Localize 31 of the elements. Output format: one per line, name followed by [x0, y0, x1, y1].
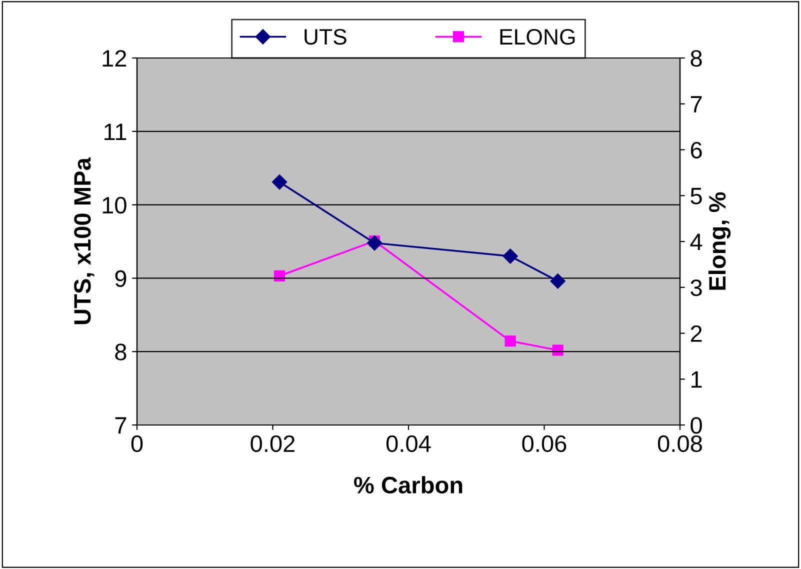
y2-tick-label: 5 — [690, 188, 702, 204]
y-tick-label: 9 — [115, 270, 126, 287]
point — [366, 235, 382, 251]
point — [552, 344, 564, 356]
legend-label: ELONG — [500, 28, 575, 45]
x-axis-title: % Carbon — [354, 476, 462, 494]
y-axis-title: UTS, x100 MPa — [74, 157, 94, 324]
y2-axis-title: Elong, % — [708, 192, 731, 290]
x-tick-label: 0.06 — [522, 435, 566, 452]
y2-tick-label: 4 — [690, 234, 702, 250]
y-tick-label: 7 — [115, 417, 126, 434]
y2-tick-label: 6 — [690, 142, 702, 159]
point — [272, 174, 288, 190]
point — [502, 248, 518, 264]
x-tick-label: 0 — [131, 435, 143, 452]
y2-tick-label: 7 — [690, 96, 702, 112]
x-tick-label: 0.08 — [658, 435, 702, 452]
y-tick-label: 11 — [104, 124, 126, 140]
y-tick-label: 12 — [102, 50, 126, 67]
point — [550, 274, 566, 289]
y2-tick-label: 0 — [690, 417, 702, 434]
y-tick-label: 10 — [102, 196, 126, 214]
y2-tick-label: 8 — [690, 50, 702, 67]
y-tick-label: 8 — [115, 344, 126, 360]
y2-tick-label: 1 — [692, 371, 702, 388]
y2-tick-label: 2 — [690, 325, 702, 342]
legend-label: UTS — [304, 28, 346, 45]
x-tick-label: 0.04 — [386, 435, 431, 452]
point — [504, 335, 516, 347]
x-tick-label: 0.02 — [250, 435, 295, 452]
y2-tick-label: 3 — [690, 279, 702, 296]
